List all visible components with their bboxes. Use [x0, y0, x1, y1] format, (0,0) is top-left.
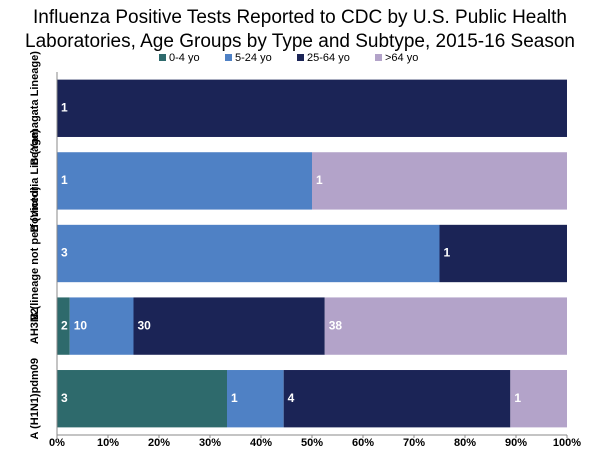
data-label: 4	[288, 391, 295, 405]
bar-segment	[227, 370, 284, 428]
x-tick-label: 40%	[250, 437, 272, 449]
chart-title: Influenza Positive Tests Reported to CDC…	[33, 7, 567, 28]
x-tick-label: 90%	[505, 437, 527, 449]
data-label: 3	[61, 391, 68, 405]
x-tick-label: 30%	[199, 437, 221, 449]
x-tick-label: 0%	[49, 437, 65, 449]
bar-segment	[324, 297, 567, 355]
data-label: 1	[61, 100, 68, 114]
legend-label: 5-24 yo	[235, 52, 272, 64]
data-label: 38	[329, 318, 343, 332]
x-tick-label: 100%	[553, 437, 581, 449]
chart-title: Laboratories, Age Groups by Type and Sub…	[25, 31, 575, 52]
data-label: 30	[138, 318, 152, 332]
legend-label: 0-4 yo	[169, 52, 200, 64]
y-tick-label: AH3N2	[29, 308, 41, 344]
bar-segment	[57, 370, 227, 428]
bar-segment	[57, 224, 440, 283]
y-tick-label: B (Yamagata Lineage)	[29, 51, 41, 166]
data-label: 1	[514, 391, 521, 405]
x-tick-label: 50%	[301, 437, 323, 449]
x-tick-label: 60%	[352, 437, 374, 449]
legend-swatch	[375, 54, 382, 61]
legend-label: 25-64 yo	[307, 52, 350, 64]
legend-swatch	[225, 54, 232, 61]
legend-swatch	[159, 54, 166, 61]
bar-segment	[312, 152, 567, 210]
bar-segment	[69, 297, 134, 355]
data-label: 1	[316, 173, 323, 187]
data-label: 1	[231, 391, 238, 405]
x-tick-label: 10%	[97, 437, 119, 449]
legend-label: >64 yo	[385, 52, 418, 64]
bar-segment	[283, 370, 511, 428]
bar-segment	[57, 152, 312, 210]
data-label: 10	[74, 318, 88, 332]
y-tick-label: B (lineage not performed)	[29, 186, 41, 320]
x-tick-label: 20%	[148, 437, 170, 449]
data-label: 3	[61, 246, 68, 260]
y-tick-label: A (H1N1)pdm09	[29, 358, 41, 440]
bar-segment	[57, 297, 70, 355]
x-tick-label: 70%	[403, 437, 425, 449]
bar-segment	[510, 370, 567, 428]
bar-segment	[439, 224, 567, 283]
data-label: 1	[444, 246, 451, 260]
bar-segment	[133, 297, 325, 355]
data-label: 2	[61, 318, 68, 332]
bar-segment	[57, 79, 567, 137]
x-tick-label: 80%	[454, 437, 476, 449]
y-tick-label: B (Victoria Lineage)	[29, 129, 41, 232]
data-label: 1	[61, 173, 68, 187]
legend-swatch	[297, 54, 304, 61]
